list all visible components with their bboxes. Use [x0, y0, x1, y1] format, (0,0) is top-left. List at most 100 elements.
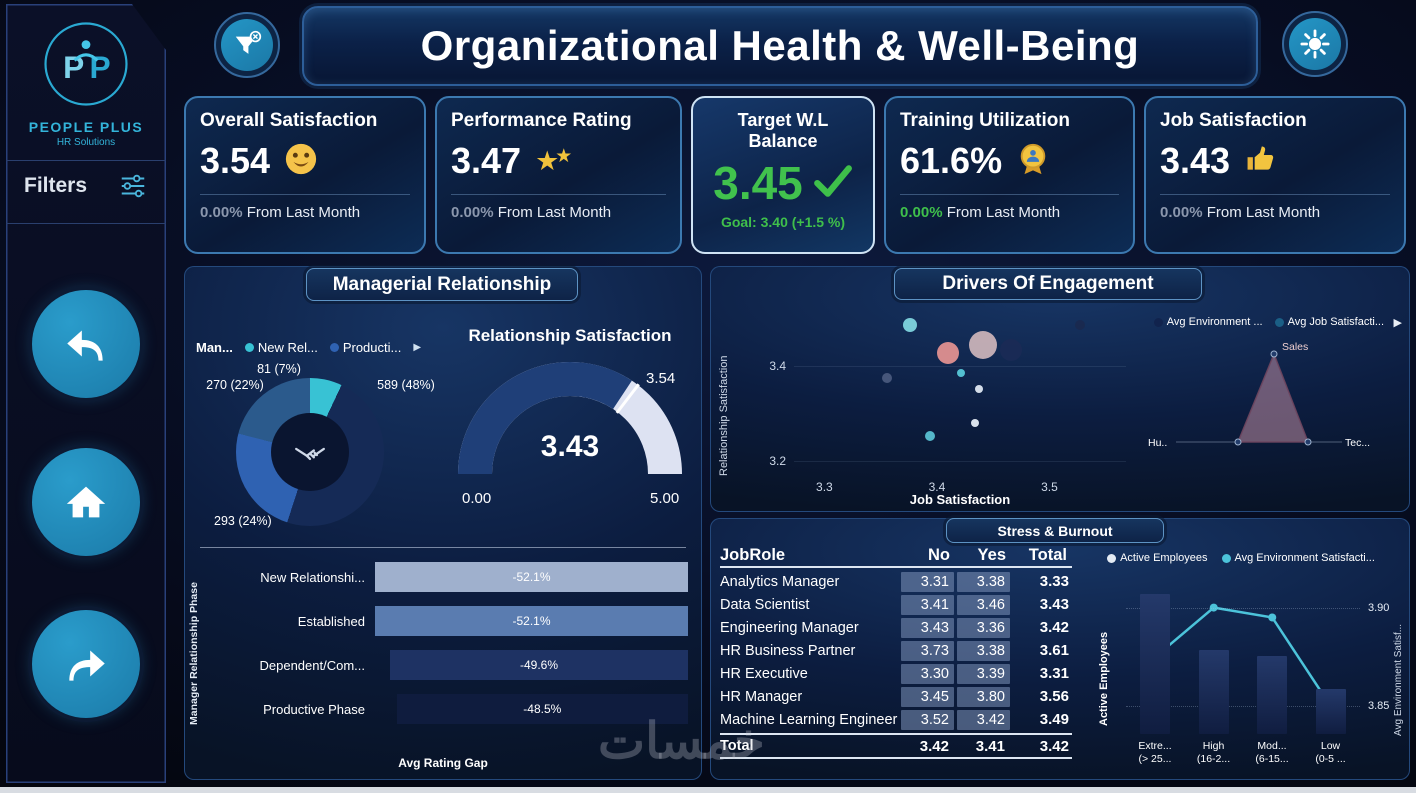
filters-section[interactable]: Filters — [6, 161, 166, 211]
yes-cell: 3.38 — [957, 640, 1010, 661]
scatter-point[interactable] — [902, 318, 917, 333]
total-no: 3.42 — [919, 737, 949, 755]
bar-value-label: -48.5% — [523, 702, 562, 716]
kpi-card-overall-satisfaction[interactable]: Overall Satisfaction 3.54 0.00% From Last … — [184, 96, 426, 254]
scatter-point[interactable] — [1074, 319, 1085, 330]
legend-item[interactable]: Producti... — [329, 340, 401, 355]
kpi-title: Target W.L Balance — [737, 110, 829, 151]
funnel-icon — [221, 19, 273, 71]
jobrole-cell: Analytics Manager — [720, 573, 840, 590]
table-total-row: Total 3.42 3.41 3.42 — [720, 733, 1072, 759]
scatter-point[interactable] — [925, 430, 936, 441]
theme-button[interactable] — [1282, 11, 1348, 77]
table-row[interactable]: Analytics Manager 3.31 3.38 3.33 — [720, 570, 1072, 593]
yes-cell: 3.80 — [957, 686, 1010, 707]
forward-arrow-icon — [69, 650, 105, 681]
legend-overflow-icon[interactable]: ▶ — [1393, 317, 1402, 329]
radar-label-sales: Sales — [1282, 341, 1308, 353]
table-row[interactable]: Data Scientist 3.41 3.46 3.43 — [720, 593, 1072, 616]
phase-bar-row: Dependent/Com... -49.6% — [210, 650, 688, 680]
scatter-point[interactable] — [937, 342, 960, 365]
legend-title: Man... — [196, 340, 233, 355]
phase-bar[interactable]: -52.1% — [375, 606, 688, 636]
scatter-point[interactable] — [969, 330, 998, 359]
sliders-icon[interactable] — [118, 171, 148, 201]
back-button[interactable] — [32, 290, 140, 398]
total-total: 3.42 — [1039, 737, 1069, 755]
total-yes: 3.41 — [975, 737, 1005, 755]
legend-item[interactable]: Avg Environment ... — [1153, 316, 1263, 328]
stress-burnout-panel: Stress & Burnout JobRole No Yes Total Analyt… — [710, 518, 1410, 780]
kpi-delta: 0.00% From Last Month — [900, 204, 1061, 221]
table-row[interactable]: Engineering Manager 3.43 3.36 3.42 — [720, 616, 1072, 639]
legend-item[interactable]: Avg Environment Satisfacti... — [1221, 552, 1375, 564]
kpi-row: Overall Satisfaction 3.54 0.00% From Last … — [184, 96, 1410, 254]
kpi-value: 3.45 — [713, 157, 803, 209]
scatter-point[interactable] — [971, 419, 980, 428]
phase-bar[interactable]: -49.6% — [390, 650, 688, 680]
forward-button[interactable] — [32, 610, 140, 718]
phase-bar[interactable]: -48.5% — [396, 694, 688, 724]
logo-subtitle: HR Solutions — [56, 137, 116, 148]
table-header-row: JobRole No Yes Total — [720, 544, 1072, 568]
kpi-card-training-utilization[interactable]: Training Utilization 61.6% 0.00% From Last… — [884, 96, 1135, 254]
total-cell: 3.49 — [1039, 711, 1069, 728]
legend-dot — [329, 343, 339, 352]
home-button[interactable] — [32, 448, 140, 556]
legend-item[interactable]: Avg Job Satisfacti... — [1274, 316, 1384, 328]
scatter-point[interactable] — [956, 369, 965, 378]
logo-title: PEOPLE PLUS — [28, 119, 144, 135]
no-cell: 3.30 — [901, 663, 954, 684]
table-row[interactable]: HR Business Partner 3.73 3.38 3.61 — [720, 639, 1072, 662]
scatter-point[interactable] — [1000, 338, 1023, 361]
manager-phase-donut[interactable] — [236, 378, 384, 526]
scatter-y-axis-title: Relationship Satisfaction — [718, 355, 730, 476]
scatter-point[interactable] — [974, 384, 983, 393]
gauge-value: 3.43 — [540, 430, 600, 463]
phase-bar-row: New Relationshi... -52.1% — [210, 562, 688, 592]
legend-dot — [1274, 317, 1284, 327]
active-employees-bar[interactable] — [1315, 688, 1346, 734]
jobrole-cell: Data Scientist — [720, 596, 810, 613]
smiley-icon — [284, 142, 318, 181]
active-employees-bar[interactable] — [1257, 656, 1288, 734]
yes-cell: 3.39 — [957, 663, 1010, 684]
bar-chart-y-axis-title: Manager Relationship Phase — [188, 582, 200, 726]
kpi-card-job-satisfaction[interactable]: Job Satisfaction 3.43 0.00% From Last Mont… — [1144, 96, 1406, 254]
scatter-point[interactable] — [882, 373, 893, 384]
kpi-title: Performance Rating — [451, 110, 632, 131]
y-axis-tick: 3.2 — [769, 453, 786, 468]
legend-dot — [1153, 317, 1163, 327]
kpi-title: Overall Satisfaction — [200, 110, 378, 131]
radar-label-hr: Hu.. — [1148, 437, 1167, 449]
table-row[interactable]: HR Executive 3.30 3.39 3.31 — [720, 662, 1072, 685]
active-employees-bar[interactable] — [1198, 650, 1229, 734]
kpi-card-performance-rating[interactable]: Performance Rating 3.47 ★★ 0.00% From Last … — [435, 96, 682, 254]
no-cell: 3.73 — [901, 640, 954, 661]
phase-bar[interactable]: -52.1% — [375, 562, 688, 592]
active-employees-bar[interactable] — [1140, 594, 1171, 734]
check-icon — [811, 160, 853, 207]
donut-label: 589 (48%) — [377, 378, 435, 392]
combo-plot: 3.90 3.85 Extre... (> 25... High (16-2... Mod.… — [1126, 576, 1389, 765]
kpi-delta: 0.00% From Last Month — [451, 204, 612, 221]
bar-track: -52.1% — [375, 606, 688, 636]
legend-expand-icon[interactable]: ▶ — [413, 342, 422, 353]
relationship-gauge[interactable]: 3.43 — [450, 354, 690, 494]
clear-filters-button[interactable] — [214, 12, 280, 78]
logo: P P PEOPLE PLUS HR Solutions — [6, 20, 166, 148]
bar-value-label: -52.1% — [512, 614, 551, 628]
kpi-card-target-wl-balance[interactable]: Target W.L Balance 3.45 Goal: 3.40 (+1.5 %… — [691, 96, 875, 254]
legend-item[interactable]: New Rel... — [244, 340, 318, 355]
legend-item[interactable]: Active Employees — [1107, 552, 1208, 564]
jobrole-cell: Machine Learning Engineer — [720, 711, 898, 728]
gauge-title: Relationship Satisfaction — [468, 326, 672, 345]
x-axis-tick: 3.3 — [816, 480, 833, 494]
combo-category-label: Low (0-5 ... — [1315, 740, 1346, 766]
yes-cell: 3.38 — [957, 571, 1010, 592]
table-row[interactable]: HR Manager 3.45 3.80 3.56 — [720, 685, 1072, 708]
radar-chart[interactable]: Sales Hu.. Tec... — [1146, 314, 1372, 474]
table-row[interactable]: Machine Learning Engineer 3.52 3.42 3.49 — [720, 708, 1072, 731]
jobrole-cell: Engineering Manager — [720, 619, 859, 636]
page-title: Organizational Health & Well-Being — [420, 22, 1140, 69]
